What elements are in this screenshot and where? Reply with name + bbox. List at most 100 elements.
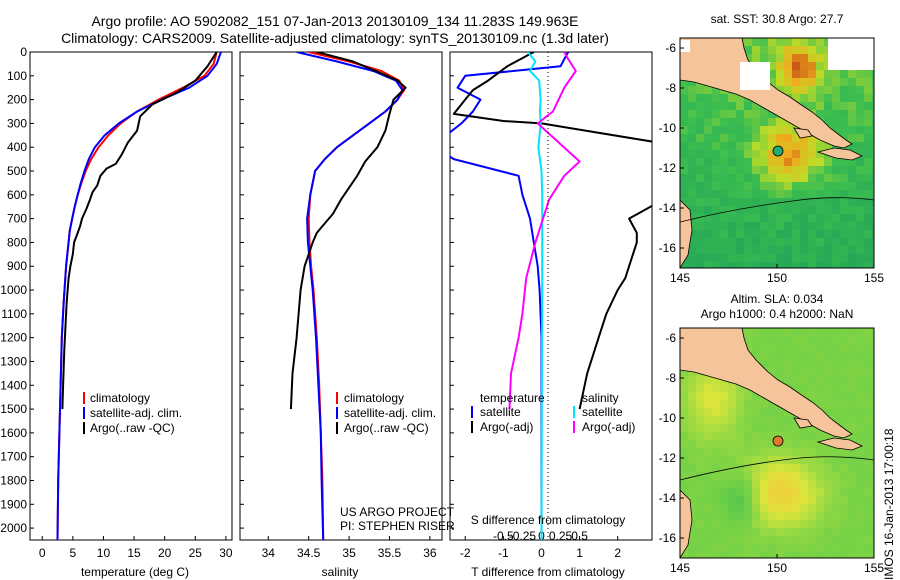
field-cell	[872, 440, 874, 448]
field-cell	[792, 424, 800, 432]
field-cell	[816, 246, 824, 254]
depth-tick-label: 300	[7, 116, 27, 130]
field-cell	[760, 182, 768, 190]
field-cell	[784, 472, 792, 480]
field-cell	[680, 472, 688, 480]
field-cell	[768, 134, 776, 142]
field-cell	[808, 512, 816, 520]
field-cell	[840, 126, 848, 134]
field-cell	[752, 400, 760, 408]
field-cell	[704, 246, 712, 254]
field-cell	[760, 166, 768, 174]
field-cell	[728, 416, 736, 424]
field-cell	[792, 38, 800, 46]
field-cell	[808, 344, 816, 352]
field-cell	[704, 504, 712, 512]
field-cell	[872, 94, 874, 102]
map-y-tick-label: -16	[659, 241, 677, 255]
field-cell	[824, 472, 832, 480]
field-cell	[712, 400, 720, 408]
field-cell	[712, 94, 720, 102]
field-cell	[744, 480, 752, 488]
field-cell	[704, 214, 712, 222]
field-cell	[736, 102, 744, 110]
field-cell	[832, 126, 840, 134]
field-cell	[856, 400, 864, 408]
field-cell	[800, 544, 808, 552]
field-cell	[736, 174, 744, 182]
field-cell	[784, 544, 792, 552]
field-cell	[776, 214, 784, 222]
field-cell	[848, 94, 856, 102]
field-cell	[824, 102, 832, 110]
field-cell	[768, 464, 776, 472]
field-cell	[712, 464, 720, 472]
field-cell	[680, 134, 688, 142]
field-cell	[816, 62, 824, 70]
field-cell	[776, 246, 784, 254]
field-cell	[856, 182, 864, 190]
field-cell	[792, 472, 800, 480]
field-cell	[824, 504, 832, 512]
field-cell	[792, 190, 800, 198]
field-cell	[848, 222, 856, 230]
field-cell	[808, 440, 816, 448]
field-cell	[712, 520, 720, 528]
field-cell	[832, 222, 840, 230]
field-cell	[840, 118, 848, 126]
field-cell	[728, 118, 736, 126]
field-cell	[744, 488, 752, 496]
field-cell	[736, 496, 744, 504]
t-difference-axis-label: T difference from climatology	[471, 565, 625, 579]
field-cell	[736, 190, 744, 198]
field-cell	[688, 150, 696, 158]
field-cell	[704, 392, 712, 400]
field-cell	[816, 384, 824, 392]
field-cell	[768, 512, 776, 520]
field-cell	[856, 536, 864, 544]
field-cell	[784, 336, 792, 344]
field-cell	[816, 448, 824, 456]
field-cell	[864, 352, 872, 360]
field-cell	[856, 440, 864, 448]
field-cell	[728, 174, 736, 182]
sla-argo-marker	[772, 435, 784, 447]
field-cell	[776, 424, 784, 432]
field-cell	[808, 174, 816, 182]
field-cell	[800, 142, 808, 150]
field-cell	[816, 520, 824, 528]
field-cell	[696, 238, 704, 246]
field-cell	[720, 448, 728, 456]
x-tick-label: 35.5	[378, 546, 402, 560]
field-cell	[704, 86, 712, 94]
field-cell	[712, 528, 720, 536]
field-cell	[832, 448, 840, 456]
field-cell	[832, 328, 840, 336]
field-cell	[752, 336, 760, 344]
field-cell	[840, 376, 848, 384]
field-cell	[712, 86, 720, 94]
field-cell	[720, 238, 728, 246]
field-cell	[720, 496, 728, 504]
field-cell	[800, 504, 808, 512]
field-cell	[800, 352, 808, 360]
field-cell	[720, 472, 728, 480]
field-cell	[864, 246, 872, 254]
field-cell	[696, 166, 704, 174]
field-cell	[808, 214, 816, 222]
depth-tick-label: 200	[7, 93, 27, 107]
field-cell	[792, 432, 800, 440]
field-cell	[848, 504, 856, 512]
depth-axis: 0 100 200 300 400 500 600 700 800 900 1000 1100 1200…	[0, 45, 454, 535]
field-cell	[824, 166, 832, 174]
field-cell	[808, 504, 816, 512]
field-cell	[760, 464, 768, 472]
field-cell	[768, 368, 776, 376]
field-cell	[760, 142, 768, 150]
field-cell	[848, 520, 856, 528]
field-cell	[784, 448, 792, 456]
field-cell	[784, 536, 792, 544]
field-cell	[768, 254, 776, 262]
field-cell	[840, 182, 848, 190]
field-cell	[688, 480, 696, 488]
